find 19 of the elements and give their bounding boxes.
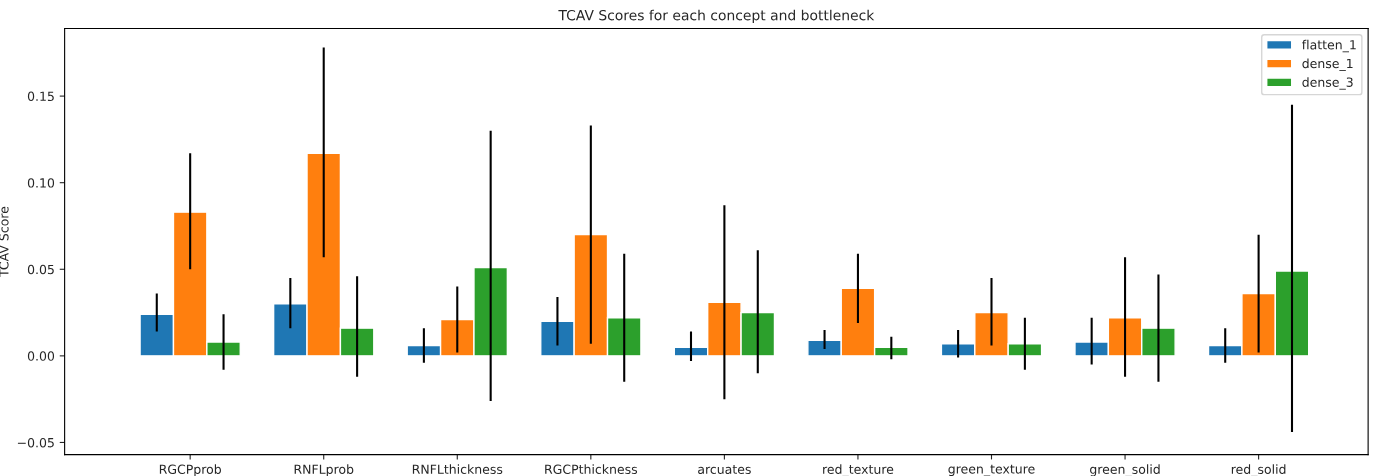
legend-label: flatten_1 [1302, 39, 1356, 53]
x-tick-label: arcuates [698, 465, 751, 474]
y-tick-label: 0.15 [27, 91, 54, 102]
x-tick-label: RGCPprob [159, 464, 221, 476]
x-tick-label: RNFLprob [294, 464, 354, 476]
legend-label: dense_3 [1302, 77, 1353, 90]
x-tick-label: green_solid [1090, 464, 1160, 476]
legend-label: dense_1 [1302, 58, 1353, 71]
x-tick-label: red_solid [1231, 464, 1286, 476]
chart-title: TCAV Scores for each concept and bottleneck [558, 9, 875, 24]
x-tick-label: red_texture [823, 464, 894, 476]
x-tick-label: RNFLthickness [412, 464, 503, 474]
x-tick-label: RGCPthickness [545, 464, 638, 474]
y-tick-label: 0.05 [27, 264, 54, 275]
y-tick-label: −0.05 [17, 437, 54, 448]
y-tick-label: 0.10 [27, 178, 55, 188]
y-tick-label: 0.00 [27, 351, 55, 361]
x-tick-label: green_texture [948, 464, 1035, 476]
y-axis-title: TCAV Score [0, 206, 9, 278]
